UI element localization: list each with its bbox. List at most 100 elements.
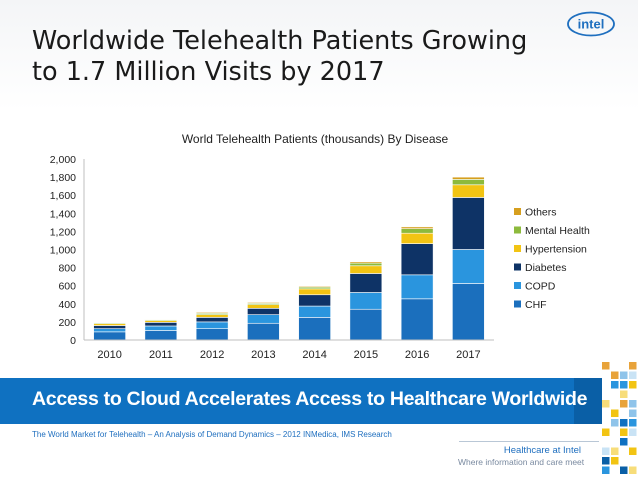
- bar-segment: [247, 308, 280, 315]
- slide-title: Worldwide Telehealth Patients Growing to…: [32, 26, 552, 88]
- mosaic-tile: [602, 447, 610, 455]
- y-tick-label: 2,000: [50, 154, 76, 166]
- bar-segment: [247, 302, 280, 304]
- x-tick-label: 2012: [200, 349, 224, 361]
- bar-segment: [400, 298, 434, 341]
- bar-segment: [93, 328, 126, 333]
- mosaic-tile: [629, 362, 637, 370]
- mosaic-tile: [620, 381, 628, 389]
- bar-segment: [452, 283, 485, 341]
- x-tick-label: 2015: [354, 349, 378, 361]
- mosaic-tile: [620, 400, 628, 408]
- bar-segment: [298, 288, 331, 296]
- x-tick-label: 2011: [149, 349, 173, 361]
- mosaic-tile: [629, 419, 637, 427]
- slide-title-line-2: to 1.7 Million Visits by 2017: [32, 57, 385, 87]
- y-axis-labels: 0 200 400 600 800 1,000 1,200 1,400 1,600 1,800 2,…: [50, 154, 76, 347]
- y-tick-label: 800: [58, 263, 76, 275]
- y-tick-label: 1,200: [50, 226, 76, 238]
- bar-segment: [349, 308, 383, 341]
- mosaic-tile: [611, 381, 619, 389]
- decorative-mosaic: [602, 362, 637, 474]
- mosaic-tile: [629, 400, 637, 408]
- legend-swatch: [514, 245, 521, 252]
- bar-segment: [349, 262, 383, 267]
- chart-title: World Telehealth Patients (thousands) By…: [182, 132, 449, 146]
- bar-segment: [195, 321, 229, 329]
- mosaic-tile: [629, 409, 637, 417]
- bar-segment: [400, 226, 434, 229]
- legend-swatch: [514, 263, 521, 271]
- bar-segment: [247, 314, 280, 324]
- bar-segment: [247, 304, 280, 309]
- chart-panel: World Telehealth Patients (thousands) By…: [28, 112, 606, 370]
- bar-segment: [400, 228, 434, 234]
- bar-segment: [144, 322, 178, 327]
- mosaic-tile: [602, 428, 610, 436]
- bar-segment: [298, 285, 331, 288]
- y-tick-label: 1,400: [50, 208, 76, 220]
- bar-segment: [195, 317, 229, 323]
- mosaic-tile: [602, 362, 610, 370]
- bar-segment: [452, 179, 485, 186]
- banner-text: Access to Cloud Accelerates Access to He…: [32, 388, 588, 410]
- bar-segment: [144, 330, 178, 341]
- mosaic-tile: [629, 381, 637, 389]
- footer-tagline-1: Healthcare at Intel: [503, 445, 581, 456]
- mosaic-tile: [620, 390, 628, 398]
- legend-swatch: [514, 300, 521, 308]
- x-tick-label: 2017: [456, 349, 480, 361]
- bars: [93, 176, 485, 341]
- legend-label: COPD: [525, 281, 556, 293]
- mosaic-tile: [602, 457, 610, 465]
- bar-segment: [93, 331, 126, 341]
- bar-segment: [247, 322, 280, 341]
- y-tick-label: 1,000: [50, 245, 76, 257]
- bar-segment: [195, 312, 229, 314]
- bar-segment: [144, 325, 178, 331]
- mosaic-tile: [620, 419, 628, 427]
- bar-segment: [400, 232, 434, 244]
- bar-segment: [298, 317, 331, 341]
- mosaic-tile: [611, 447, 619, 455]
- mosaic-tile: [629, 466, 637, 474]
- mosaic-tile: [620, 428, 628, 436]
- y-tick-label: 200: [58, 317, 76, 329]
- legend-label: Hypertension: [525, 244, 587, 256]
- bar-segment: [93, 325, 126, 329]
- legend-label: Others: [525, 207, 557, 219]
- mosaic-tile: [611, 457, 619, 465]
- mosaic-tile: [620, 438, 628, 446]
- x-tick-label: 2010: [97, 349, 121, 361]
- y-tick-label: 1,600: [50, 190, 76, 202]
- intel-logo: intel: [567, 11, 615, 37]
- footer-tagline-2: Where information and care meet: [458, 457, 585, 467]
- banner-strip: [574, 378, 602, 424]
- x-tick-label: 2014: [302, 349, 326, 361]
- footer-divider: [459, 441, 599, 442]
- intel-logo-text: intel: [578, 17, 605, 32]
- bar-segment: [349, 273, 383, 293]
- bar-segment: [400, 243, 434, 276]
- x-tick-label: 2016: [405, 349, 429, 361]
- legend-swatch: [514, 282, 521, 289]
- x-axis-labels: 2010 2011 2012 2013 2014 2015 2016 2017: [97, 349, 480, 361]
- y-tick-label: 400: [58, 299, 76, 311]
- bar-segment: [349, 261, 383, 264]
- bar-segment: [452, 184, 485, 198]
- bar-segment: [349, 292, 383, 310]
- mosaic-tile: [629, 371, 637, 379]
- mosaic-tile: [629, 428, 637, 436]
- bar-segment: [195, 314, 229, 318]
- legend-label: Mental Health: [525, 225, 590, 237]
- bar-segment: [452, 176, 485, 180]
- legend-swatch: [514, 208, 521, 215]
- bar-segment: [452, 197, 485, 250]
- title-band: [0, 0, 638, 110]
- bar-segment: [195, 328, 229, 341]
- mosaic-tile: [629, 447, 637, 455]
- bar-segment: [349, 265, 383, 274]
- mosaic-tile: [620, 371, 628, 379]
- y-tick-label: 1,800: [50, 172, 76, 184]
